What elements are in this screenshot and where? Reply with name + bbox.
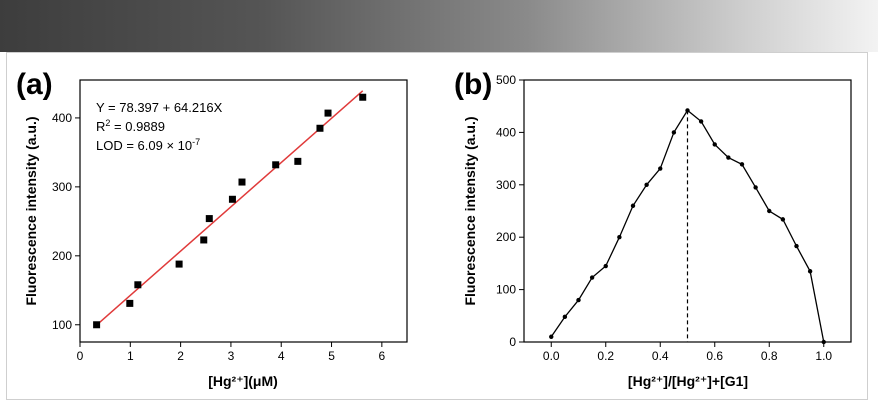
panel-a-points (93, 93, 367, 329)
panel-b-letter: (b) (454, 68, 492, 101)
data-point (821, 339, 826, 345)
data-point (238, 178, 246, 186)
panel-b-y-ticks: 0 100 200 300 400 500 (496, 73, 524, 349)
panel-a-r2-label: R (96, 119, 105, 134)
data-point (228, 195, 236, 203)
data-point (134, 281, 142, 289)
data-point (549, 334, 554, 339)
panel-a-lod-sup: -7 (192, 137, 200, 147)
y-tick-label: 200 (52, 249, 72, 263)
x-tick-label: 0.0 (543, 349, 560, 363)
data-point (175, 260, 183, 268)
panel-b-xlabel: [Hg²⁺]/[Hg²⁺]+[G1] (628, 373, 748, 389)
data-point (200, 236, 208, 244)
panel-a-xlabel: [Hg²⁺](μM) (208, 373, 278, 389)
panel-a-lod-label: LOD = 6.09 × 10 (96, 138, 192, 153)
data-point (589, 275, 595, 280)
panel-a-lod: LOD = 6.09 × 10-7 (96, 137, 200, 153)
x-tick-label: 0.2 (597, 349, 614, 363)
data-point (603, 263, 608, 269)
data-point (671, 130, 677, 135)
y-tick-label: 100 (52, 318, 72, 332)
data-point (294, 157, 302, 165)
panel-a-y-ticks: 100 200 300 400 (52, 111, 80, 332)
y-tick-label: 100 (496, 283, 516, 297)
data-point (794, 243, 799, 249)
data-point (316, 124, 324, 132)
data-point (576, 297, 581, 303)
x-tick-label: 1 (127, 349, 134, 363)
data-point (324, 109, 332, 117)
x-tick-label: 4 (278, 349, 285, 363)
y-tick-label: 0 (509, 335, 516, 349)
panel-a-plot-frame (79, 79, 408, 343)
panel-a-letter: (a) (16, 68, 53, 101)
panel-b-points (549, 108, 826, 345)
x-tick-label: 1.0 (815, 349, 832, 363)
data-point (644, 182, 649, 187)
x-tick-label: 0.8 (761, 349, 778, 363)
data-point (767, 208, 772, 214)
y-tick-label: 300 (52, 180, 72, 194)
y-tick-label: 400 (496, 125, 516, 139)
x-tick-label: 2 (177, 349, 184, 363)
data-point (272, 161, 280, 169)
y-tick-label: 400 (52, 111, 72, 125)
panel-a-equation: Y = 78.397 + 64.216X (96, 100, 223, 115)
x-tick-label: 0.4 (652, 349, 669, 363)
x-tick-label: 0.6 (706, 349, 723, 363)
data-point (712, 142, 717, 147)
data-point (753, 185, 758, 190)
data-point (93, 321, 101, 329)
x-tick-label: 5 (328, 349, 335, 363)
data-point (630, 203, 636, 208)
data-point (698, 119, 704, 124)
y-tick-label: 200 (496, 230, 516, 244)
panel-a-r2-sup: 2 (105, 118, 110, 128)
data-point (617, 235, 622, 240)
x-tick-label: 6 (379, 349, 386, 363)
data-point (807, 269, 813, 274)
data-point (739, 162, 745, 167)
y-tick-label: 300 (496, 178, 516, 192)
data-point (726, 155, 731, 160)
panel-b-ylabel: Fluorescence intensity (a.u.) (462, 116, 478, 305)
x-tick-label: 3 (228, 349, 235, 363)
y-tick-label: 500 (496, 73, 516, 87)
data-point (562, 314, 568, 320)
data-point (780, 217, 786, 222)
panel-a-r2-value: = 0.9889 (110, 119, 165, 134)
panel-b-x-ticks: 0.0 0.2 0.4 0.6 0.8 1.0 (543, 342, 832, 363)
data-point (685, 108, 690, 113)
data-point (359, 93, 367, 101)
x-tick-label: 0 (77, 349, 84, 363)
data-point (205, 215, 213, 223)
panel-a-ylabel: Fluorescence intensity (a.u.) (23, 116, 39, 305)
data-point (658, 166, 663, 171)
header-banner (0, 0, 878, 52)
panel-a-x-ticks: 0 1 2 3 4 5 6 (77, 342, 386, 363)
panel-a-r2: R2 = 0.9889 (96, 118, 165, 134)
data-point (126, 299, 134, 307)
